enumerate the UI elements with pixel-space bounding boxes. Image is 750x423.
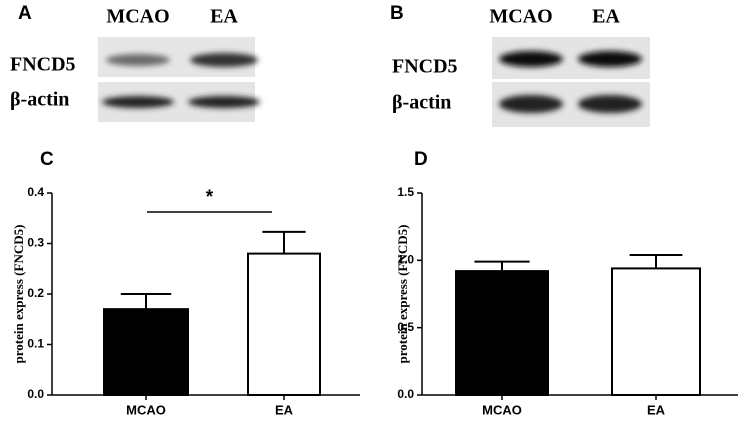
blot-band xyxy=(578,95,642,113)
blot-strips xyxy=(98,37,650,127)
panel-label: A xyxy=(18,3,32,24)
significance-marker: * xyxy=(206,187,214,208)
y-tick-label: 1.0 xyxy=(397,253,414,267)
y-tick-label: 0.5 xyxy=(397,320,414,334)
lane-label: EA xyxy=(592,6,620,28)
blot-band xyxy=(106,54,170,66)
x-tick-label: EA xyxy=(275,402,294,417)
error-bar xyxy=(629,253,683,269)
row-label: FNCD5 xyxy=(392,56,458,78)
x-tick-label: MCAO xyxy=(482,402,522,417)
x-tick-label: MCAO xyxy=(126,402,166,417)
error-bar xyxy=(120,293,172,310)
y-tick-label: 0.0 xyxy=(397,387,414,401)
blot-band xyxy=(190,53,258,67)
y-tick-label: 0.1 xyxy=(27,337,44,351)
blot-band xyxy=(188,96,260,108)
y-tick-label: 0.0 xyxy=(27,387,44,401)
x-tick-label: EA xyxy=(647,402,666,417)
bar xyxy=(455,270,549,396)
bar xyxy=(103,308,189,396)
row-label: β-actin xyxy=(10,89,69,111)
lane-label: EA xyxy=(210,6,238,28)
row-label: FNCD5 xyxy=(10,54,76,76)
blot-band xyxy=(499,95,563,113)
panel-label: B xyxy=(390,3,404,24)
error-bar xyxy=(474,260,530,272)
lane-label: MCAO xyxy=(489,6,552,28)
panel-label: D xyxy=(414,149,428,170)
bar xyxy=(611,267,701,396)
blot-band xyxy=(499,51,563,67)
row-label: β-actin xyxy=(392,92,451,114)
y-tick-label: 0.3 xyxy=(27,236,44,250)
panel-label: C xyxy=(40,149,54,170)
lane-label: MCAO xyxy=(106,6,169,28)
y-tick-label: 1.5 xyxy=(397,185,414,199)
error-bar xyxy=(262,230,306,254)
blot-band xyxy=(578,51,642,67)
bar xyxy=(247,252,321,396)
y-axis-label: protein express (FNCD5) xyxy=(11,225,26,364)
y-tick-label: 0.4 xyxy=(27,185,44,199)
y-tick-label: 0.2 xyxy=(27,286,44,300)
blot-band xyxy=(102,96,174,108)
y-axis-label: protein express (FNCD5) xyxy=(395,225,410,364)
